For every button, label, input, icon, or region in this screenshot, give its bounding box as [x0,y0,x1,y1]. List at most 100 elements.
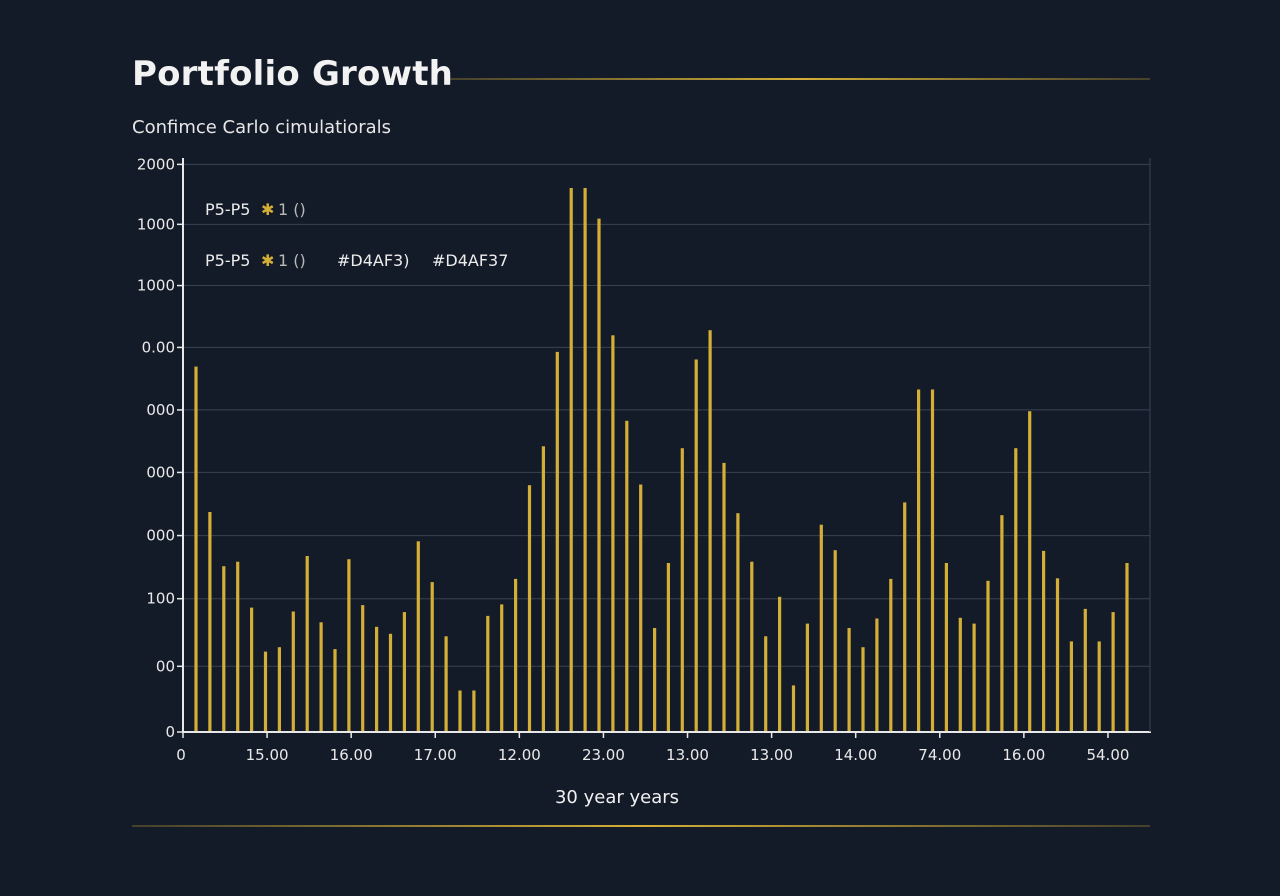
bar [555,351,559,732]
bar [750,561,754,732]
legend-marker-2: ✱ [261,251,274,270]
legend: P5-P5 ✱ 1 () P5-P5 ✱ 1 () #D4AF3) #D4AF3… [205,200,508,270]
bar [611,335,615,732]
x-tick-label: 13.00 [750,746,793,764]
bar [889,578,893,732]
bar [416,541,420,732]
bar [541,446,545,732]
x-tick-label: 0 [176,746,186,764]
bar [708,330,712,732]
bar [347,559,351,732]
bar [430,582,434,732]
y-tick-label: 000 [146,527,175,545]
bar [583,188,587,732]
bar [472,690,476,732]
bar [250,607,254,732]
bar [597,218,601,733]
bar [680,448,684,732]
bar [1014,448,1018,732]
bar [194,366,198,732]
bar [917,389,921,732]
bar [791,685,796,732]
grid-lines [183,163,1150,667]
y-tick-label: 100 [146,590,175,608]
x-tick-label: 23.00 [582,746,625,764]
bar [402,612,406,732]
x-tick-label: 14.00 [834,746,877,764]
legend-entry-2: P5-P5 ✱ 1 () #D4AF3) #D4AF37 [205,251,508,270]
bar [319,622,323,732]
bar [222,566,226,732]
title-divider [450,78,1150,80]
y-tick-label: 00 [156,657,175,675]
bar [569,188,573,732]
legend-color-code-2: #D4AF37 [432,251,508,270]
bar [1097,641,1101,732]
bar [653,628,657,732]
bar [819,524,823,732]
x-axis-label: 30 year years [555,787,679,808]
bar [444,636,448,732]
bar [833,550,837,732]
bar [625,420,629,732]
legend-suffix-1: 1 () [278,200,306,219]
bar [388,633,393,732]
bar [875,618,879,732]
bar [764,636,768,732]
y-tick-label: 000 [146,463,175,481]
legend-label-1: P5-P5 [205,200,250,219]
chart-subtitle: Confimce Carlo cimulatiorals [132,117,392,138]
x-tick-label: 16.00 [330,746,373,764]
bar [1028,411,1032,732]
bar [1111,612,1115,732]
x-tick-label: 15.00 [246,746,289,764]
bar [930,389,935,732]
legend-label-2: P5-P5 [205,251,250,270]
y-tick-label: 0 [165,723,175,741]
bar [958,617,962,732]
bar [1042,550,1046,732]
y-tick-label: 0.00 [142,338,175,356]
legend-color-code-1: #D4AF3) [337,251,409,270]
bar [861,647,865,732]
y-tick-label: 1000 [137,277,175,295]
bar [1125,563,1129,732]
bar [736,513,740,732]
bar [500,604,504,732]
bar-series [194,188,1129,733]
x-tick-label: 16.00 [1002,746,1045,764]
bar [694,359,698,732]
legend-entry-1: P5-P5 ✱ 1 () [205,200,306,219]
bar [847,628,851,732]
y-tick-label: 1000 [137,215,175,233]
bar [361,605,365,732]
bar [1083,608,1087,732]
bar [458,690,462,732]
bar [805,623,809,732]
bar [986,580,990,732]
chart-title: Portfolio Growth [132,54,454,94]
bar [722,462,726,732]
x-tick-label: 17.00 [414,746,457,764]
bar [972,623,976,732]
bar [527,485,532,732]
bottom-divider [132,825,1150,827]
bar [944,563,948,732]
bar [305,556,309,732]
bar [903,502,907,732]
bar [291,611,295,732]
legend-marker-1: ✱ [261,200,274,219]
bar [639,484,643,732]
x-tick-label: 74.00 [918,746,961,764]
y-tick-label: 2000 [137,155,175,173]
bar [778,596,782,732]
bar [263,651,268,732]
y-tick-label: 000 [146,401,175,419]
bar [1055,578,1060,732]
bar [208,512,212,732]
bar [277,647,281,732]
x-tick-label: 12.00 [498,746,541,764]
axes [182,158,1151,733]
